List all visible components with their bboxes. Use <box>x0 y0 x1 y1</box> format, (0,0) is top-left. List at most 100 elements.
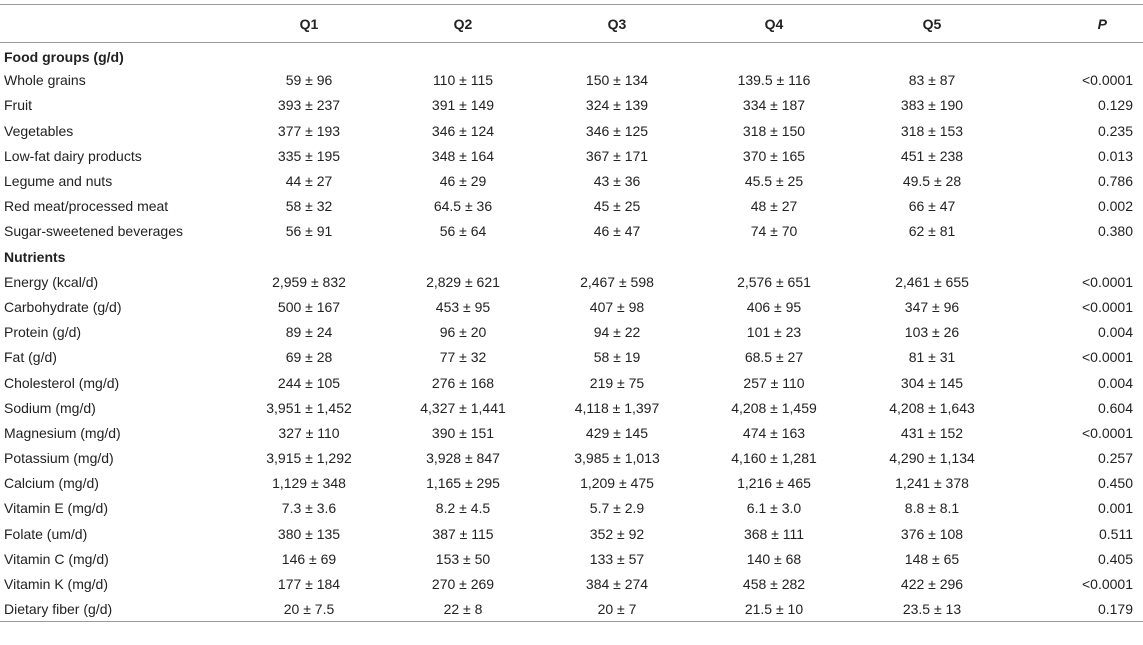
cell-q1: 20 ± 7.5 <box>283 600 335 617</box>
row-label: Vegetables <box>4 122 74 139</box>
table-row: Cholesterol (mg/d) 244 ± 105 276 ± 168 219 … <box>0 370 1143 395</box>
header-label-column <box>0 5 232 43</box>
cell-p-value: 0.786 <box>1097 173 1133 190</box>
table-row: Potassium (mg/d) 3,915 ± 1,292 3,928 ± 847… <box>0 446 1143 471</box>
section-header-row: Food groups (g/d) <box>0 43 1143 68</box>
cell-q4: 101 ± 23 <box>746 324 802 341</box>
cell-q2: 3,928 ± 847 <box>426 450 500 467</box>
table-row: Fat (g/d) 69 ± 28 77 ± 32 58 ± 19 68.5 ± 27 8… <box>0 345 1143 370</box>
cell-q2: 153 ± 50 <box>435 550 491 567</box>
cell-q4: 458 ± 282 <box>742 576 806 593</box>
cell-q2: 390 ± 151 <box>431 424 495 441</box>
cell-q5: 376 ± 108 <box>900 525 964 542</box>
cell-p-value: 0.257 <box>1097 450 1133 467</box>
section-title: Nutrients <box>4 248 66 265</box>
cell-q5: 431 ± 152 <box>900 424 964 441</box>
cell-q4: 4,208 ± 1,459 <box>731 399 817 416</box>
cell-p-value: <0.0001 <box>1082 273 1133 290</box>
cell-q1: 44 ± 27 <box>285 173 333 190</box>
cell-p-value: 0.179 <box>1097 600 1133 617</box>
cell-q2: 387 ± 115 <box>432 525 494 542</box>
header-q5: Q5 <box>922 15 942 32</box>
cell-q2: 22 ± 8 <box>443 600 483 617</box>
cell-q3: 352 ± 92 <box>589 525 645 542</box>
cell-p-value: <0.0001 <box>1082 298 1133 315</box>
cell-q1: 146 ± 69 <box>281 550 337 567</box>
cell-q1: 3,951 ± 1,452 <box>266 399 352 416</box>
row-label: Fruit <box>4 97 32 114</box>
cell-q4: 21.5 ± 10 <box>744 600 804 617</box>
table-row: Sugar-sweetened beverages 56 ± 91 56 ± 64 4… <box>0 219 1143 244</box>
cell-q4: 45.5 ± 25 <box>744 173 804 190</box>
table-row: Low-fat dairy products 335 ± 195 348 ± 164… <box>0 143 1143 168</box>
cell-q3: 5.7 ± 2.9 <box>589 500 645 517</box>
cell-q3: 2,467 ± 598 <box>580 273 654 290</box>
cell-p-value: 0.511 <box>1099 525 1133 542</box>
table-row: Vegetables 377 ± 193 346 ± 124 346 ± 125 318… <box>0 118 1143 143</box>
row-label: Fat (g/d) <box>4 349 57 366</box>
cell-p-value: 0.380 <box>1097 223 1133 240</box>
row-label: Red meat/processed meat <box>4 198 169 215</box>
table-row: Folate (um/d) 380 ± 135 387 ± 115 352 ± 92 3… <box>0 521 1143 546</box>
cell-q5: 4,208 ± 1,643 <box>889 399 975 416</box>
cell-q5: 451 ± 238 <box>900 147 964 164</box>
row-label: Magnesium (mg/d) <box>4 424 121 441</box>
cell-q2: 453 ± 95 <box>435 298 491 315</box>
cell-q2: 77 ± 32 <box>439 349 487 366</box>
cell-q2: 1,165 ± 295 <box>426 475 500 492</box>
cell-p-value: <0.0001 <box>1082 576 1133 593</box>
cell-p-value: <0.0001 <box>1082 349 1133 366</box>
cell-q1: 500 ± 167 <box>277 298 341 315</box>
cell-q4: 368 ± 111 <box>743 525 805 542</box>
cell-q3: 219 ± 75 <box>589 374 645 391</box>
cell-q5: 148 ± 65 <box>904 550 960 567</box>
cell-p-value: 0.450 <box>1097 475 1133 492</box>
section-header-row: Nutrients <box>0 244 1143 269</box>
cell-q3: 407 ± 98 <box>589 298 645 315</box>
cell-q3: 324 ± 139 <box>585 97 649 114</box>
cell-q4: 2,576 ± 651 <box>737 273 811 290</box>
cell-q1: 59 ± 96 <box>285 72 333 89</box>
cell-q5: 347 ± 96 <box>904 298 960 315</box>
cell-q3: 3,985 ± 1,013 <box>574 450 660 467</box>
cell-q3: 150 ± 134 <box>585 72 649 89</box>
cell-q3: 58 ± 19 <box>593 349 641 366</box>
cell-q4: 4,160 ± 1,281 <box>731 450 817 467</box>
cell-q3: 45 ± 25 <box>593 198 641 215</box>
table-row: Carbohydrate (g/d) 500 ± 167 453 ± 95 407 ±… <box>0 294 1143 319</box>
cell-q5: 49.5 ± 28 <box>902 173 962 190</box>
cell-q2: 391 ± 149 <box>431 97 495 114</box>
row-label: Carbohydrate (g/d) <box>4 298 122 315</box>
cell-p-value: 0.129 <box>1097 97 1133 114</box>
table-row: Sodium (mg/d) 3,951 ± 1,452 4,327 ± 1,441 4… <box>0 395 1143 420</box>
cell-q4: 74 ± 70 <box>750 223 798 240</box>
cell-q4: 370 ± 165 <box>742 147 806 164</box>
cell-q5: 103 ± 26 <box>904 324 960 341</box>
cell-q4: 334 ± 187 <box>742 97 806 114</box>
header-q4: Q4 <box>764 15 784 32</box>
cell-q5: 4,290 ± 1,134 <box>889 450 975 467</box>
table-row: Fruit 393 ± 237 391 ± 149 324 ± 139 334 ± 18… <box>0 93 1143 118</box>
cell-q3: 346 ± 125 <box>585 122 649 139</box>
cell-q1: 244 ± 105 <box>277 374 341 391</box>
row-label: Sugar-sweetened beverages <box>4 223 184 240</box>
table-row: Protein (g/d) 89 ± 24 96 ± 20 94 ± 22 101 ± … <box>0 320 1143 345</box>
cell-p-value: 0.235 <box>1097 122 1133 139</box>
cell-q1: 3,915 ± 1,292 <box>266 450 352 467</box>
cell-q3: 46 ± 47 <box>593 223 641 240</box>
cell-q2: 56 ± 64 <box>439 223 487 240</box>
table-row: Energy (kcal/d) 2,959 ± 832 2,829 ± 621 2,4… <box>0 269 1143 294</box>
cell-p-value: 0.004 <box>1097 374 1133 391</box>
cell-q1: 377 ± 193 <box>277 122 341 139</box>
cell-q3: 133 ± 57 <box>589 550 645 567</box>
cell-q2: 276 ± 168 <box>431 374 495 391</box>
cell-q5: 8.8 ± 8.1 <box>904 500 960 517</box>
row-label: Potassium (mg/d) <box>4 450 114 467</box>
cell-q2: 64.5 ± 36 <box>433 198 493 215</box>
cell-q2: 2,829 ± 621 <box>426 273 500 290</box>
cell-q3: 43 ± 36 <box>593 173 641 190</box>
cell-q4: 140 ± 68 <box>746 550 802 567</box>
cell-q1: 2,959 ± 832 <box>272 273 346 290</box>
cell-q4: 318 ± 150 <box>742 122 806 139</box>
cell-q2: 110 ± 115 <box>432 72 494 89</box>
